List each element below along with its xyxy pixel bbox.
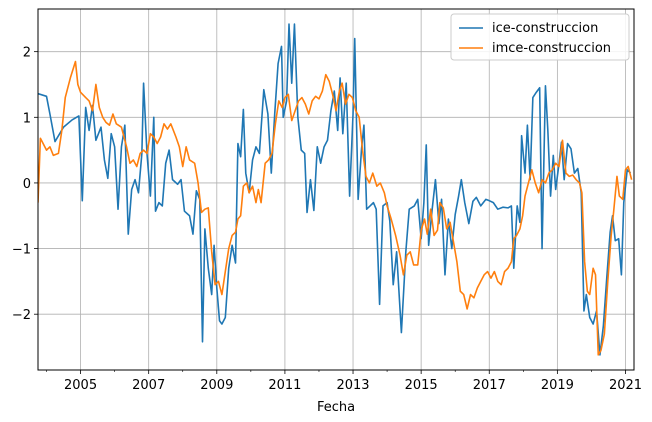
series-line-imce-construccion: [38, 60, 633, 356]
series-layer: [38, 23, 633, 356]
x-tick-label: 2019: [541, 378, 574, 393]
y-tick-label: 2: [23, 46, 31, 61]
x-tick-label: 2021: [609, 378, 642, 393]
y-tick-label: −1: [12, 243, 31, 258]
y-tick-label: 1: [23, 111, 31, 126]
series-line-ice-construccion: [38, 23, 632, 356]
y-axis-ticks: −2 −1 0 1 2: [12, 46, 38, 323]
x-tick-label: 2013: [336, 378, 369, 393]
y-tick-label: −2: [12, 308, 31, 323]
plot-frame: [37, 8, 635, 371]
legend: ice-construccion imce-construccion: [450, 13, 630, 61]
x-tick-label: 2017: [473, 378, 506, 393]
x-tick-label: 2011: [268, 378, 301, 393]
legend-label-imce-construccion: imce-construccion: [492, 41, 611, 56]
x-axis-ticks: 2005 2007 2009 2011 2013 2015 2017 2019 2021: [46, 370, 642, 393]
legend-label-ice-construccion: ice-construccion: [492, 21, 598, 36]
x-tick-label: 2007: [132, 378, 165, 393]
y-tick-label: 0: [23, 177, 31, 192]
legend-box: [450, 13, 630, 61]
x-axis-label: Fecha: [317, 400, 355, 415]
x-tick-label: 2009: [200, 378, 233, 393]
x-tick-label: 2005: [64, 378, 97, 393]
x-tick-label: 2015: [405, 378, 438, 393]
